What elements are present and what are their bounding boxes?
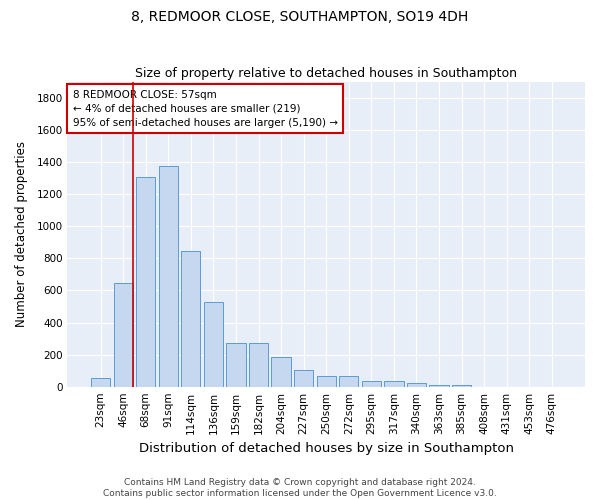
Y-axis label: Number of detached properties: Number of detached properties <box>15 142 28 328</box>
Text: 8 REDMOOR CLOSE: 57sqm
← 4% of detached houses are smaller (219)
95% of semi-det: 8 REDMOOR CLOSE: 57sqm ← 4% of detached … <box>73 90 338 128</box>
Bar <box>136 176 155 386</box>
Text: Contains HM Land Registry data © Crown copyright and database right 2024.
Contai: Contains HM Land Registry data © Crown c… <box>103 478 497 498</box>
Bar <box>407 382 426 386</box>
Bar <box>452 385 471 386</box>
Bar <box>385 380 404 386</box>
Bar <box>204 302 223 386</box>
Bar <box>113 284 133 387</box>
Bar <box>91 378 110 386</box>
Text: 8, REDMOOR CLOSE, SOUTHAMPTON, SO19 4DH: 8, REDMOOR CLOSE, SOUTHAMPTON, SO19 4DH <box>131 10 469 24</box>
Bar <box>294 370 313 386</box>
Bar <box>271 357 290 386</box>
Bar <box>430 385 449 386</box>
X-axis label: Distribution of detached houses by size in Southampton: Distribution of detached houses by size … <box>139 442 514 455</box>
Title: Size of property relative to detached houses in Southampton: Size of property relative to detached ho… <box>135 66 517 80</box>
Bar <box>181 251 200 386</box>
Bar <box>362 380 381 386</box>
Bar <box>339 376 358 386</box>
Bar <box>249 342 268 386</box>
Bar <box>158 166 178 386</box>
Bar <box>226 342 245 386</box>
Bar <box>317 376 336 386</box>
